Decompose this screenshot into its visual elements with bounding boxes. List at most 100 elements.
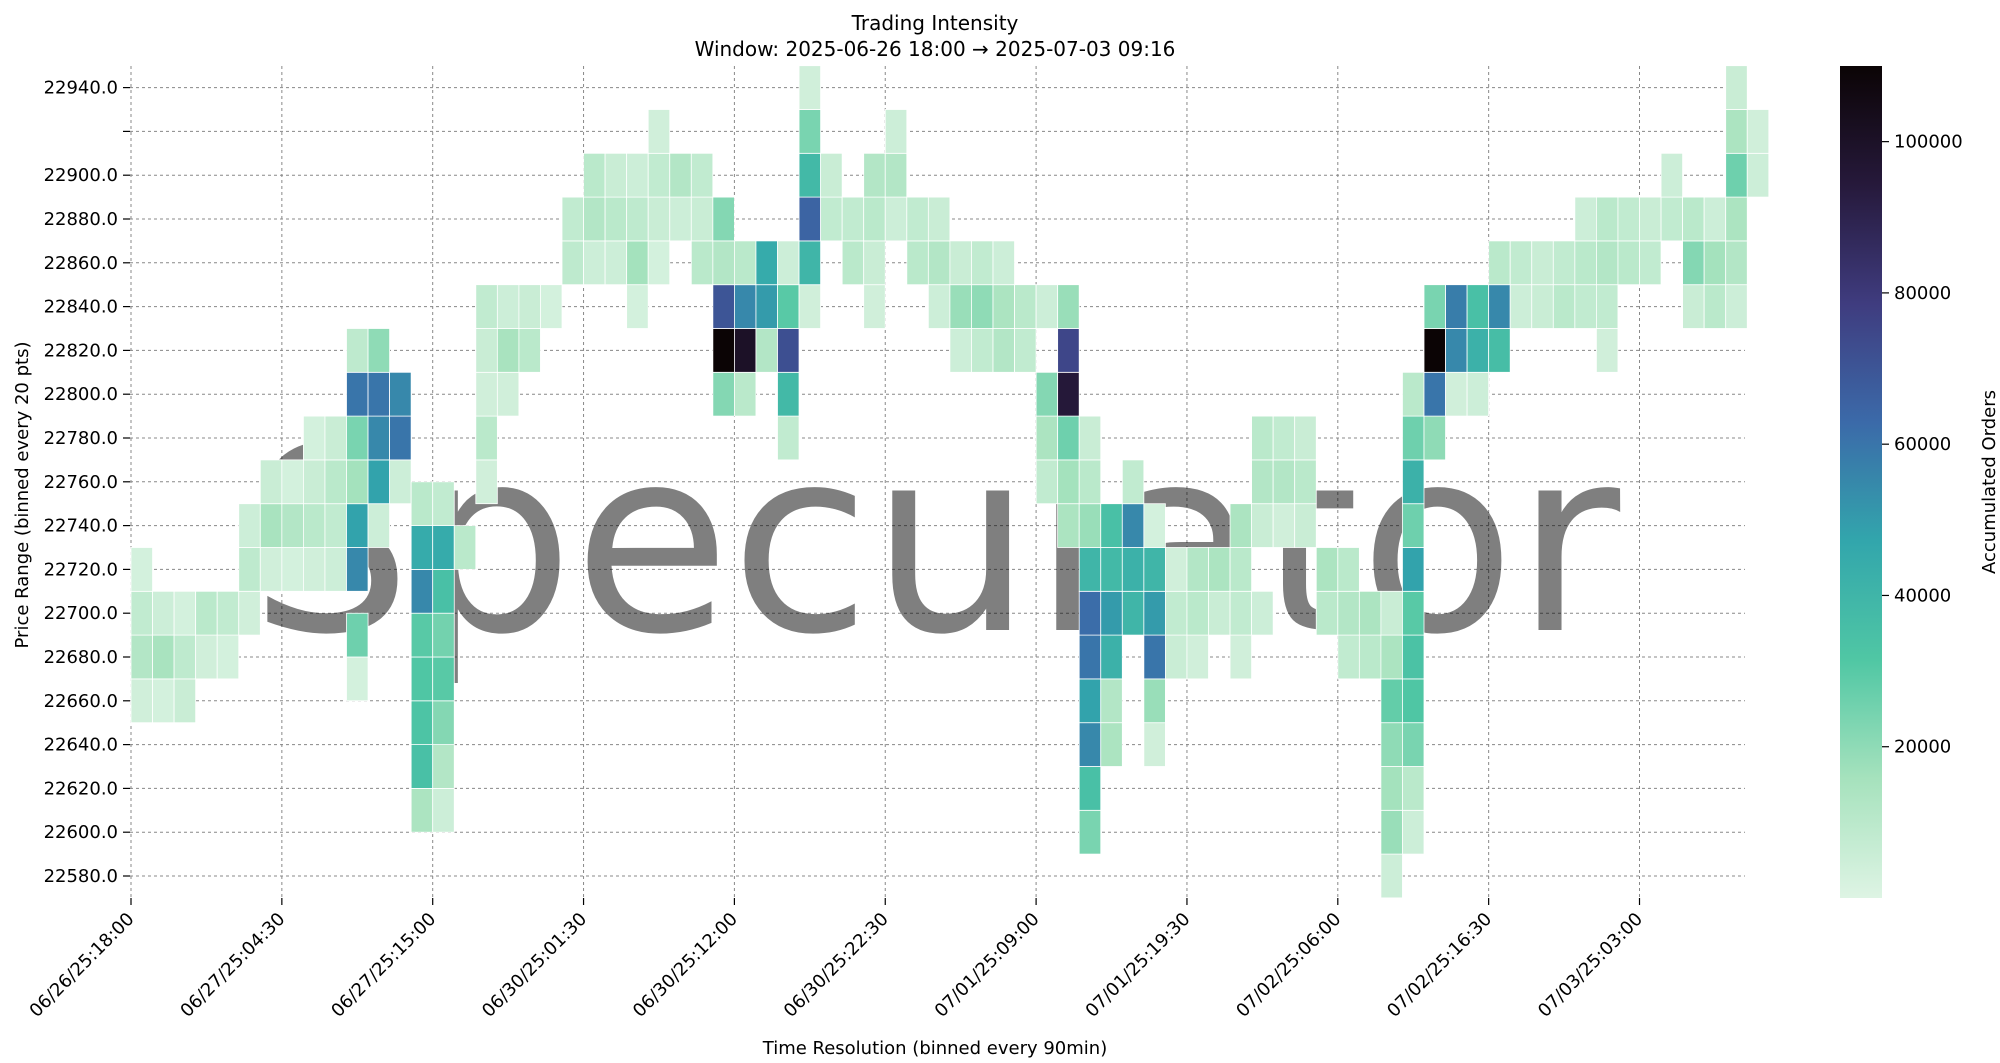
heatmap-cell — [1380, 766, 1403, 811]
heatmap-cell — [1402, 547, 1425, 592]
heatmap-cell — [561, 240, 584, 286]
heatmap-cell — [1078, 766, 1102, 811]
heatmap-cell — [1746, 109, 1770, 154]
heatmap-cell — [1682, 284, 1705, 329]
heatmap-cell — [992, 328, 1015, 373]
y-tick-label: 22880.0 — [44, 209, 118, 230]
heatmap-cell — [324, 415, 347, 461]
heatmap-cell — [302, 547, 326, 592]
heatmap-cell — [690, 240, 714, 286]
heatmap-cell — [475, 371, 498, 417]
heatmap-cell — [626, 284, 649, 329]
heatmap-cell — [604, 196, 628, 242]
heatmap-cell — [410, 656, 434, 702]
heatmap-cell — [1294, 415, 1317, 461]
heatmap-cell — [432, 788, 455, 833]
heatmap-cell — [389, 415, 412, 461]
heatmap-cell — [927, 284, 951, 329]
heatmap-cell — [734, 371, 757, 417]
heatmap-cell — [518, 328, 541, 373]
heatmap-cell — [1380, 590, 1403, 636]
heatmap-cell — [1165, 634, 1188, 680]
heatmap-cell — [1078, 590, 1102, 636]
heatmap-cell — [367, 415, 390, 461]
heatmap-cell — [1445, 284, 1468, 329]
heatmap-cell — [475, 328, 498, 373]
heatmap-cell — [604, 152, 628, 198]
heatmap-cell — [1143, 678, 1166, 724]
heatmap-cell — [1596, 240, 1619, 286]
heatmap-cell — [324, 459, 347, 505]
x-tick-label: 07/01/25:19:30 — [1082, 909, 1195, 1022]
y-tick-label: 22800.0 — [44, 384, 118, 405]
heatmap-cell — [841, 240, 865, 286]
x-axis-label: Time Resolution (binned every 90min) — [762, 1038, 1107, 1059]
heatmap-cell — [927, 196, 951, 242]
heatmap-cell — [777, 415, 800, 461]
heatmap-cell — [1186, 547, 1209, 592]
x-tick-label: 06/30/25:12:00 — [629, 909, 742, 1022]
heatmap-cell — [389, 459, 412, 505]
heatmap-cell — [130, 547, 153, 592]
heatmap-cell — [1294, 459, 1317, 505]
heatmap-cell — [992, 240, 1015, 286]
heatmap-cell — [1143, 590, 1166, 636]
heatmap-cell — [259, 547, 283, 592]
heatmap-cell — [798, 240, 821, 286]
x-tick-label: 06/30/25:22:30 — [780, 909, 893, 1022]
x-tick-label: 06/27/25:15:00 — [327, 909, 440, 1022]
heatmap-cell — [820, 152, 843, 198]
heatmap-cell — [1380, 853, 1403, 899]
heatmap-cell — [1251, 415, 1274, 461]
heatmap-cell — [1725, 65, 1748, 110]
heatmap-cell — [712, 196, 735, 242]
heatmap-cell — [1660, 196, 1684, 242]
heatmap-cell — [798, 109, 821, 154]
heatmap-cell — [1121, 547, 1145, 592]
heatmap-cell — [1639, 196, 1662, 242]
heatmap-cell — [496, 284, 520, 329]
heatmap-cell — [1402, 459, 1425, 505]
colorbar-tick-label: 100000 — [1894, 132, 1963, 153]
heatmap-cell — [346, 547, 369, 592]
heatmap-cell — [195, 590, 218, 636]
heatmap-cell — [1402, 722, 1425, 767]
heatmap-cell — [1402, 766, 1425, 811]
heatmap-cell — [410, 612, 434, 658]
heatmap-cell — [389, 371, 412, 417]
heatmap-cell — [1078, 678, 1102, 724]
heatmap-cell — [1186, 590, 1209, 636]
heatmap-cell — [346, 415, 369, 461]
heatmap-cell — [1509, 284, 1533, 329]
heatmap-cell — [1531, 240, 1554, 286]
heatmap-cell — [1143, 547, 1166, 592]
heatmap-cell — [1552, 284, 1576, 329]
heatmap-cell — [1402, 809, 1425, 855]
heatmap-cell — [712, 328, 735, 373]
heatmap-cell — [1402, 415, 1425, 461]
x-tick-label: 06/30/25:01:30 — [478, 909, 591, 1022]
heatmap-cell — [1423, 371, 1446, 417]
heatmap-cells — [130, 65, 1770, 899]
y-tick-label: 22780.0 — [44, 428, 118, 449]
heatmap-cell — [1466, 371, 1490, 417]
heatmap-cell — [949, 284, 972, 329]
heatmap-cell — [971, 284, 994, 329]
heatmap-cell — [410, 525, 434, 570]
heatmap-cell — [690, 152, 714, 198]
x-tick-label: 07/02/25:06:00 — [1232, 909, 1345, 1022]
y-tick-label: 22760.0 — [44, 472, 118, 493]
heatmap-cell — [1703, 240, 1727, 286]
heatmap-cell — [927, 240, 951, 286]
heatmap-cell — [1229, 634, 1253, 680]
heatmap-cell — [410, 569, 434, 614]
colorbar-tick-label: 40000 — [1894, 585, 1951, 606]
chart-title: Trading Intensity — [851, 11, 1019, 35]
heatmap-cell — [1057, 371, 1080, 417]
y-tick-label: 22620.0 — [44, 778, 118, 799]
heatmap-cell — [410, 700, 434, 745]
heatmap-cell — [1014, 284, 1037, 329]
y-tick-label: 22740.0 — [44, 516, 118, 537]
heatmap-cell — [1746, 152, 1770, 198]
heatmap-cell — [475, 459, 498, 505]
